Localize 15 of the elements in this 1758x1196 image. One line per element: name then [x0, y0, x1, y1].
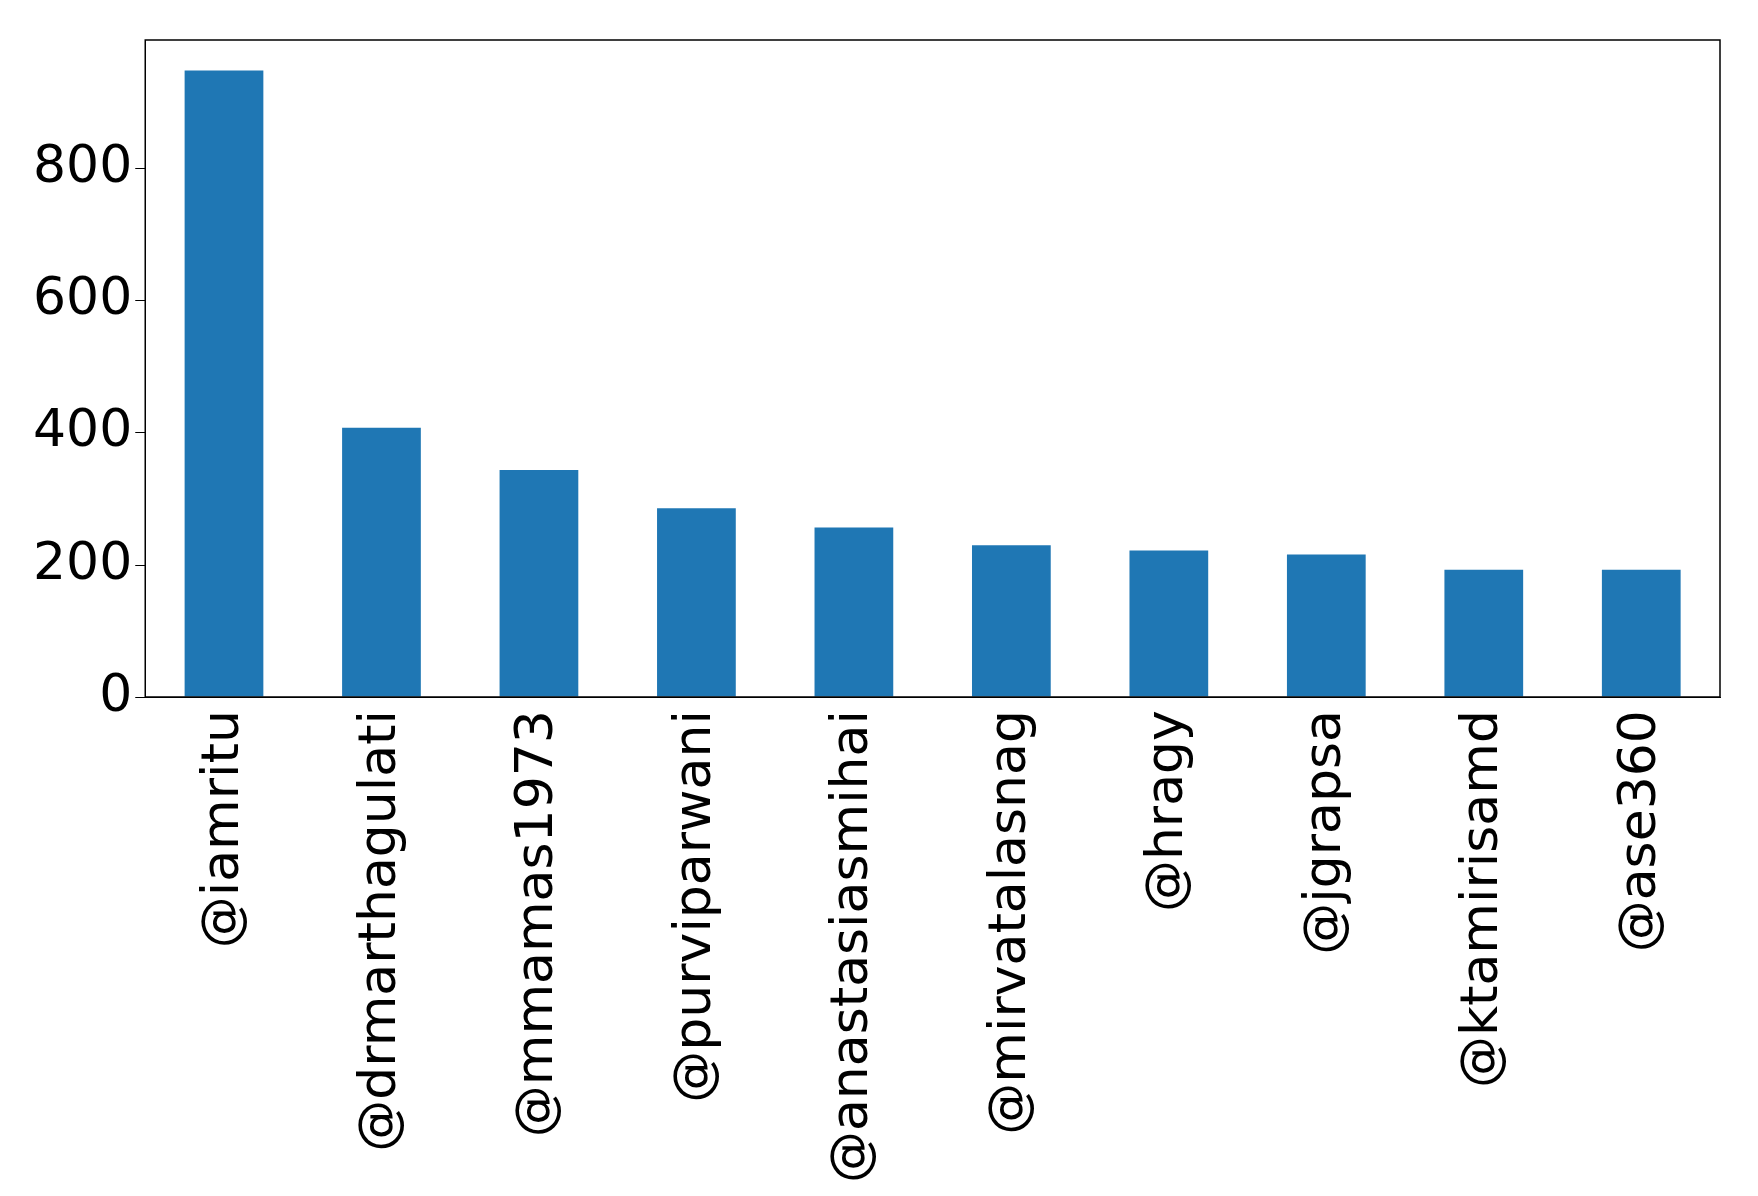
x-tick-label: @anastasiasmihai	[819, 710, 880, 1184]
y-tick-label: 600	[32, 266, 133, 327]
x-tick-label: @ktamirisamd	[1449, 710, 1510, 1089]
x-tick-label: @jgrapsa	[1291, 710, 1352, 955]
x-tick-label: @mmamas1973	[504, 710, 565, 1138]
x-tick-label: @hragy	[1134, 710, 1195, 913]
y-tick-label: 400	[32, 398, 133, 459]
x-tick-label: @mirvatalasnag	[976, 710, 1037, 1135]
x-tick-label: @ase360	[1606, 710, 1667, 953]
y-tick-label: 800	[32, 134, 133, 195]
y-tick-label: 200	[32, 530, 133, 591]
x-tick-label: @purviparwani	[661, 710, 722, 1103]
x-tick-label: @iamritu	[189, 710, 250, 949]
y-tick-label: 0	[99, 662, 133, 723]
x-tick-label: @drmarthagulati	[346, 710, 407, 1152]
